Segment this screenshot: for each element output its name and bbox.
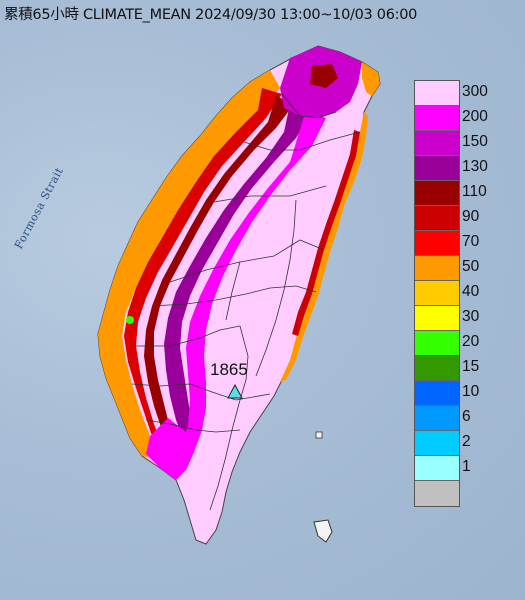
east-coast-band: [280, 112, 368, 382]
legend-label: 40: [462, 283, 480, 300]
legend-label: 15: [462, 358, 480, 375]
legend-swatch: [415, 281, 459, 306]
legend-label: 50: [462, 258, 480, 275]
legend-swatch: [415, 206, 459, 231]
legend-swatch: [415, 181, 459, 206]
legend-swatch: [415, 81, 459, 106]
darkred-west-band: [144, 96, 294, 430]
legend-swatch: [415, 456, 459, 481]
legend-swatch: [415, 156, 459, 181]
legend-label: 2: [462, 433, 471, 450]
legend-label: 1: [462, 458, 471, 475]
legend-swatch: [415, 106, 459, 131]
map-title: 累積65小時 CLIMATE_MEAN 2024/09/30 13:00~10/…: [4, 7, 418, 23]
legend-label: 20: [462, 333, 480, 350]
legend-colorbar: [414, 80, 460, 507]
legend-label: 90: [462, 208, 480, 225]
county-boundaries: [131, 93, 361, 511]
green-spot: [126, 316, 134, 324]
legend-label: 150: [462, 133, 488, 150]
legend-label: 70: [462, 233, 480, 250]
south-magenta-area: [146, 418, 194, 480]
orchid-island: [313, 519, 333, 543]
purple-west-band: [164, 104, 312, 440]
green-island: [315, 431, 323, 439]
legend-swatch: [415, 306, 459, 331]
legend-label: 30: [462, 308, 480, 325]
legend-swatch: [415, 381, 459, 406]
legend-label: 130: [462, 158, 488, 175]
legend-swatch: [415, 231, 459, 256]
peak-value-label: 1865: [210, 360, 248, 379]
legend-label: 300: [462, 83, 488, 100]
legend-swatch: [415, 481, 459, 506]
north-red-spot: [310, 64, 338, 88]
legend-swatch: [415, 356, 459, 381]
legend-label: 110: [462, 183, 487, 200]
legend-swatch: [415, 256, 459, 281]
east-red-band: [292, 130, 360, 336]
triangle-marker: [227, 383, 243, 399]
legend-swatch: [415, 406, 459, 431]
legend-label: 10: [462, 383, 480, 400]
northeast-orange-coast: [362, 62, 380, 96]
legend-swatch: [415, 131, 459, 156]
red-west-band: [124, 88, 282, 446]
legend-label: 200: [462, 108, 488, 125]
legend-swatch: [415, 431, 459, 456]
legend-swatch: [415, 331, 459, 356]
orange-west-band: [98, 70, 280, 460]
legend-label: 6: [462, 408, 471, 425]
